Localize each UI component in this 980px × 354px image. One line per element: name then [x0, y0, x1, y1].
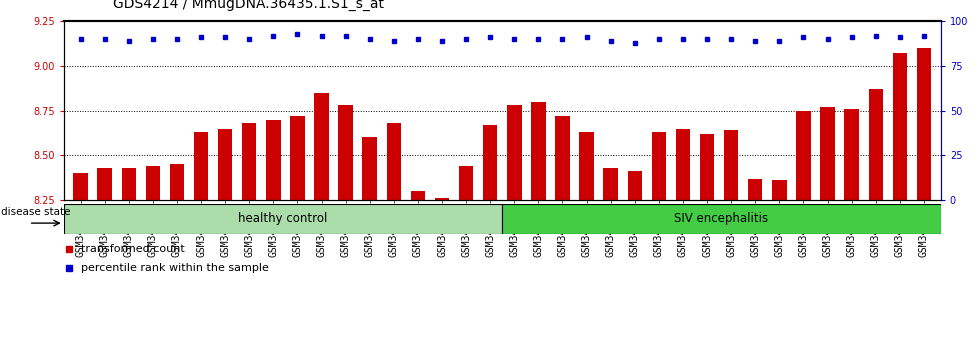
Bar — [868, 89, 883, 200]
Bar — [386, 123, 401, 200]
Bar — [796, 110, 810, 200]
Text: healthy control: healthy control — [238, 212, 327, 225]
Bar — [652, 132, 666, 200]
Bar — [170, 164, 184, 200]
Bar — [893, 53, 907, 200]
Bar — [435, 198, 449, 200]
Bar — [363, 137, 377, 200]
Bar — [531, 102, 546, 200]
Bar — [676, 129, 690, 200]
Bar — [604, 168, 618, 200]
Bar — [916, 48, 931, 200]
Bar — [315, 93, 328, 200]
Bar — [724, 130, 738, 200]
Bar — [64, 204, 502, 234]
Text: percentile rank within the sample: percentile rank within the sample — [80, 263, 269, 273]
Text: transformed count: transformed count — [80, 244, 184, 254]
Bar — [700, 134, 714, 200]
Bar — [627, 171, 642, 200]
Bar — [242, 123, 257, 200]
Bar — [820, 107, 835, 200]
Bar — [194, 132, 209, 200]
Bar — [146, 166, 160, 200]
Bar — [459, 166, 473, 200]
Bar — [507, 105, 521, 200]
Bar — [218, 129, 232, 200]
Bar — [97, 168, 112, 200]
Bar — [845, 109, 858, 200]
Bar — [502, 204, 941, 234]
Bar — [338, 105, 353, 200]
Text: GDS4214 / MmugDNA.36435.1.S1_s_at: GDS4214 / MmugDNA.36435.1.S1_s_at — [113, 0, 384, 11]
Bar — [290, 116, 305, 200]
Text: SIV encephalitis: SIV encephalitis — [674, 212, 768, 225]
Bar — [556, 116, 569, 200]
Bar — [772, 180, 787, 200]
Bar — [483, 125, 498, 200]
Bar — [579, 132, 594, 200]
Bar — [267, 120, 280, 200]
Bar — [122, 168, 136, 200]
Bar — [411, 191, 425, 200]
Bar — [74, 173, 88, 200]
Bar — [748, 178, 762, 200]
Text: disease state: disease state — [1, 207, 71, 217]
